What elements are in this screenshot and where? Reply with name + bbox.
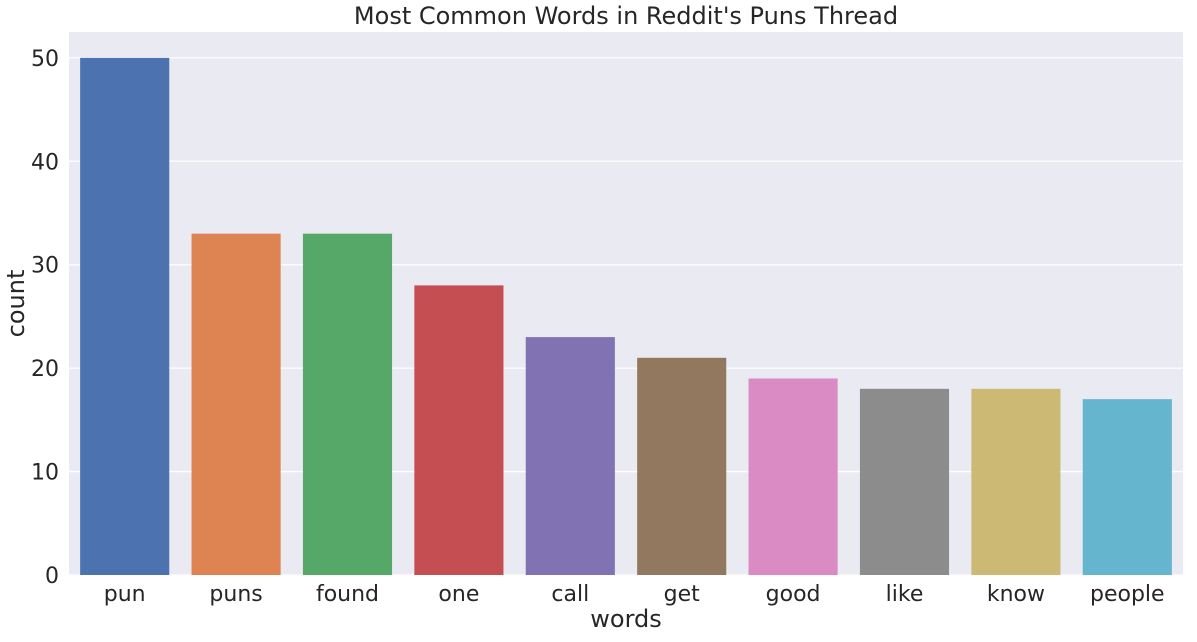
y-axis-label: count bbox=[2, 270, 30, 338]
x-tick-label: pun bbox=[104, 582, 146, 607]
x-tick-label: people bbox=[1090, 582, 1165, 607]
bar-people bbox=[1082, 399, 1172, 575]
x-tick-label: know bbox=[987, 582, 1045, 607]
y-tick-label: 40 bbox=[31, 150, 59, 175]
x-tick-label: puns bbox=[209, 582, 262, 607]
x-tick-label: get bbox=[664, 582, 701, 607]
y-tick-label: 0 bbox=[45, 564, 59, 589]
bar-like bbox=[859, 388, 950, 575]
y-tick-label: 30 bbox=[31, 254, 59, 279]
x-tick-label: call bbox=[551, 582, 589, 607]
bar-found bbox=[302, 233, 393, 575]
x-axis-label: words bbox=[590, 605, 662, 633]
y-tick-label: 20 bbox=[31, 357, 59, 382]
y-axis-ticks: 0 10 20 30 40 50 bbox=[31, 47, 59, 589]
bar-good bbox=[748, 378, 838, 575]
bar-puns bbox=[191, 233, 281, 575]
x-tick-label: good bbox=[766, 582, 821, 607]
x-tick-label: like bbox=[886, 582, 924, 607]
bar-know bbox=[971, 388, 1061, 575]
y-tick-label: 50 bbox=[31, 47, 59, 72]
y-tick-label: 10 bbox=[31, 461, 59, 486]
bar-pun bbox=[80, 57, 170, 576]
bar-get bbox=[637, 357, 727, 575]
x-tick-label: one bbox=[438, 582, 479, 607]
bar-call bbox=[525, 337, 615, 575]
bars bbox=[80, 57, 1172, 576]
bar-one bbox=[414, 285, 504, 575]
chart-title: Most Common Words in Reddit's Puns Threa… bbox=[354, 2, 898, 30]
x-axis-ticks: pun puns found one call get good like know people bbox=[104, 582, 1165, 607]
x-tick-label: found bbox=[316, 582, 379, 607]
